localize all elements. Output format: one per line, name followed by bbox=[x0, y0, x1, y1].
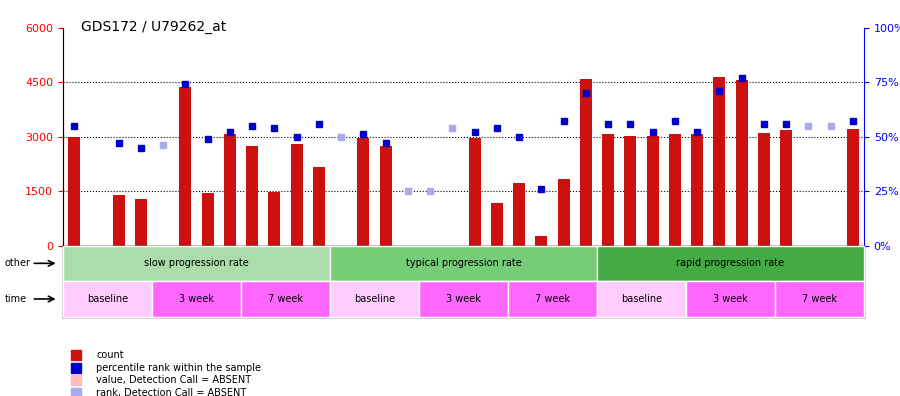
Text: 3 week: 3 week bbox=[713, 294, 748, 304]
Text: baseline: baseline bbox=[354, 294, 395, 304]
Bar bbox=[68, 137, 80, 246]
Text: value, Detection Call = ABSENT: value, Detection Call = ABSENT bbox=[96, 375, 252, 385]
Bar bbox=[513, 183, 526, 246]
Bar bbox=[646, 136, 659, 246]
Bar bbox=[536, 236, 547, 246]
Text: 7 week: 7 week bbox=[535, 294, 570, 304]
Text: rank, Detection Call = ABSENT: rank, Detection Call = ABSENT bbox=[96, 388, 247, 396]
Text: baseline: baseline bbox=[87, 294, 128, 304]
Bar bbox=[357, 138, 370, 246]
Text: slow progression rate: slow progression rate bbox=[144, 258, 249, 268]
Text: 7 week: 7 week bbox=[802, 294, 837, 304]
Bar bbox=[691, 134, 703, 246]
Text: typical progression rate: typical progression rate bbox=[406, 258, 521, 268]
Bar bbox=[112, 195, 125, 246]
Bar bbox=[268, 192, 281, 246]
Text: time: time bbox=[4, 294, 27, 304]
Bar bbox=[313, 168, 325, 246]
Text: 3 week: 3 week bbox=[446, 294, 481, 304]
Text: GDS172 / U79262_at: GDS172 / U79262_at bbox=[81, 20, 226, 34]
Bar bbox=[625, 135, 636, 246]
Text: percentile rank within the sample: percentile rank within the sample bbox=[96, 363, 262, 373]
Bar bbox=[246, 146, 258, 246]
Text: 7 week: 7 week bbox=[268, 294, 303, 304]
Text: rapid progression rate: rapid progression rate bbox=[677, 258, 785, 268]
Bar bbox=[202, 193, 213, 246]
Bar bbox=[780, 130, 792, 246]
Text: count: count bbox=[96, 350, 124, 360]
Bar bbox=[758, 133, 770, 246]
Bar bbox=[135, 200, 147, 246]
Bar bbox=[491, 204, 503, 246]
Bar bbox=[291, 144, 302, 246]
Bar bbox=[224, 134, 236, 246]
Bar bbox=[469, 138, 481, 246]
Text: 3 week: 3 week bbox=[179, 294, 214, 304]
Text: baseline: baseline bbox=[621, 294, 662, 304]
Bar bbox=[714, 77, 725, 246]
Bar bbox=[669, 134, 681, 246]
Bar bbox=[580, 78, 592, 246]
Bar bbox=[380, 146, 392, 246]
Bar bbox=[602, 134, 614, 246]
Bar bbox=[557, 179, 570, 246]
Bar bbox=[847, 129, 859, 246]
Bar bbox=[735, 80, 748, 246]
Text: other: other bbox=[4, 258, 31, 268]
Bar bbox=[179, 87, 192, 246]
